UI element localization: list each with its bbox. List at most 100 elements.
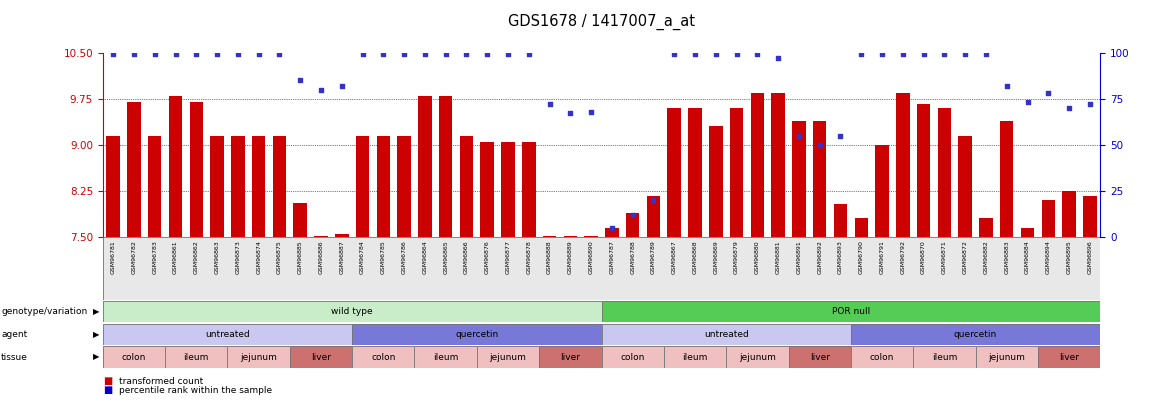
Bar [917, 104, 931, 237]
Bar [480, 142, 494, 237]
Point [894, 51, 912, 58]
Text: GSM96788: GSM96788 [631, 240, 635, 274]
Bar [896, 93, 910, 237]
Text: GSM96889: GSM96889 [568, 240, 572, 274]
Bar [1000, 121, 1014, 237]
Text: GSM96861: GSM96861 [173, 240, 178, 274]
Text: colon: colon [620, 352, 645, 362]
Text: ileum: ileum [433, 352, 458, 362]
Text: genotype/variation: genotype/variation [1, 307, 88, 316]
Bar [231, 136, 244, 237]
Text: GSM96786: GSM96786 [402, 240, 406, 274]
Bar [875, 145, 889, 237]
Text: GSM96866: GSM96866 [464, 240, 468, 274]
Text: transformed count: transformed count [119, 377, 203, 386]
Text: GSM96869: GSM96869 [714, 240, 718, 274]
Point [208, 51, 227, 58]
Point [541, 101, 559, 107]
Point [915, 51, 933, 58]
Bar [959, 136, 972, 237]
Bar [127, 102, 140, 237]
Text: GSM96895: GSM96895 [1066, 240, 1071, 274]
Point [686, 51, 704, 58]
Bar [688, 108, 702, 237]
Point [811, 142, 829, 148]
Text: GSM96883: GSM96883 [1004, 240, 1009, 274]
Text: liver: liver [561, 352, 580, 362]
Text: GSM96874: GSM96874 [256, 240, 262, 274]
Point [603, 224, 621, 231]
Text: quercetin: quercetin [456, 330, 499, 339]
Point [499, 51, 517, 58]
Text: ■: ■ [103, 385, 112, 395]
Bar [979, 219, 993, 237]
Text: liver: liver [311, 352, 331, 362]
FancyBboxPatch shape [103, 237, 1100, 300]
Bar [460, 136, 473, 237]
Text: GSM96894: GSM96894 [1045, 240, 1051, 274]
Text: GSM96785: GSM96785 [381, 240, 385, 274]
Bar [647, 196, 660, 237]
Point [707, 51, 725, 58]
Bar [813, 121, 827, 237]
Point [936, 51, 954, 58]
Text: GSM96876: GSM96876 [485, 240, 489, 274]
Point [769, 55, 787, 62]
Point [125, 51, 144, 58]
Point [851, 51, 870, 58]
Bar [584, 236, 598, 237]
Text: GSM96892: GSM96892 [818, 240, 822, 274]
Point [312, 86, 331, 93]
Text: jejunum: jejunum [988, 352, 1026, 362]
Point [561, 110, 579, 117]
Point [520, 51, 538, 58]
Text: GSM96870: GSM96870 [922, 240, 926, 274]
Point [748, 51, 766, 58]
Bar [771, 93, 785, 237]
Point [395, 51, 413, 58]
Point [1059, 105, 1078, 111]
Bar [397, 136, 411, 237]
Bar [730, 108, 743, 237]
Text: ▶: ▶ [92, 352, 99, 362]
Text: GSM96867: GSM96867 [672, 240, 676, 274]
Bar [626, 213, 639, 237]
Point [790, 132, 808, 139]
Bar [439, 96, 452, 237]
Point [728, 51, 746, 58]
Text: colon: colon [870, 352, 895, 362]
Text: GSM96792: GSM96792 [901, 240, 905, 274]
Bar [522, 142, 536, 237]
Point [1040, 90, 1058, 96]
Bar [709, 126, 723, 237]
Text: GSM96789: GSM96789 [651, 240, 656, 274]
Text: GSM96875: GSM96875 [277, 240, 281, 274]
Text: GSM96879: GSM96879 [735, 240, 739, 274]
Bar [855, 219, 868, 237]
Bar [210, 136, 224, 237]
Text: GSM96878: GSM96878 [527, 240, 531, 274]
Bar [543, 236, 556, 237]
Text: GSM96790: GSM96790 [858, 240, 864, 274]
Bar [938, 108, 951, 237]
Point [955, 51, 974, 58]
Point [832, 132, 850, 139]
Text: GSM96864: GSM96864 [423, 240, 427, 274]
Bar [1021, 228, 1035, 237]
Bar [272, 136, 286, 237]
Bar [168, 96, 182, 237]
Text: GSM96896: GSM96896 [1087, 240, 1092, 274]
Text: GSM96862: GSM96862 [194, 240, 199, 274]
Bar [335, 234, 348, 237]
Point [872, 51, 891, 58]
Point [353, 51, 371, 58]
Text: ▶: ▶ [92, 330, 99, 339]
Point [1080, 101, 1099, 107]
Text: wild type: wild type [332, 307, 373, 316]
Point [166, 51, 185, 58]
Point [437, 51, 456, 58]
Text: quercetin: quercetin [954, 330, 997, 339]
Bar [314, 236, 328, 237]
Text: GSM96868: GSM96868 [693, 240, 697, 274]
Bar [667, 108, 681, 237]
